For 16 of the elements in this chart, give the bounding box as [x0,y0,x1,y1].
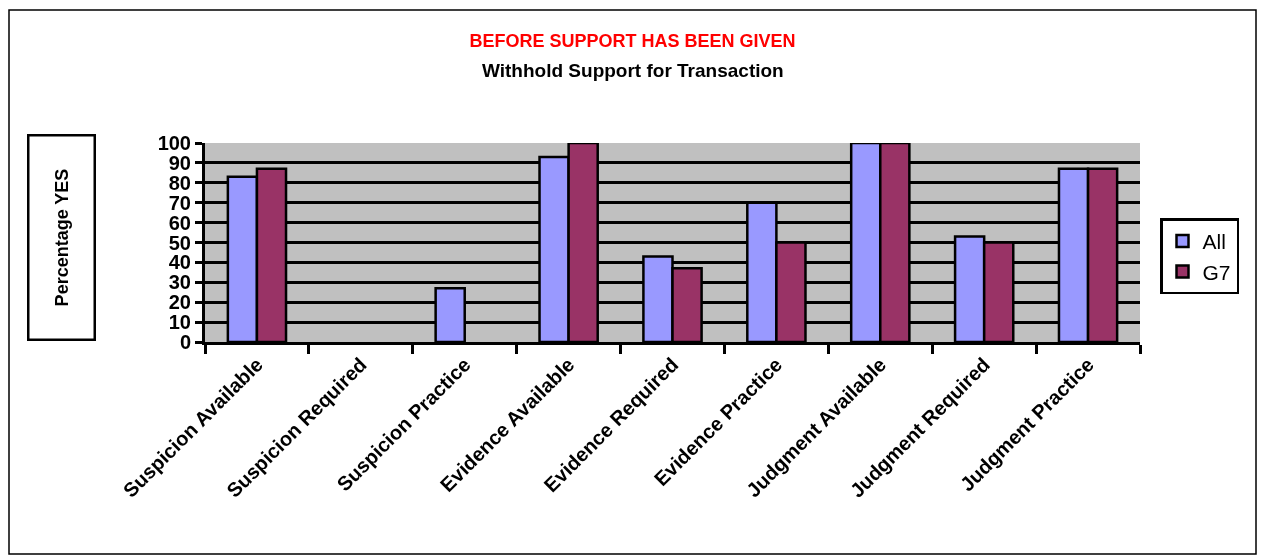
y-tick-label: 40 [168,251,191,274]
y-tick-label: 30 [168,271,191,294]
chart-title: BEFORE SUPPORT HAS BEEN GIVEN [469,31,796,52]
y-tick-label: 100 [157,132,191,154]
y-tick-label: 80 [168,171,191,194]
chart-subtitle: Withhold Support for Transaction [482,60,784,81]
legend-label: G7 [1202,260,1231,284]
y-axis-title: Percentage YES [51,168,72,307]
y-tick-label: 50 [168,231,191,254]
y-tick-label: 0 [179,331,191,353]
y-tick-label: 20 [168,291,191,314]
y-tick-label: 60 [168,211,191,234]
y-tick-label: 90 [168,151,191,174]
y-tick-label: 70 [168,191,191,214]
y-tick-label: 10 [168,311,191,334]
legend-label: All [1202,230,1226,254]
